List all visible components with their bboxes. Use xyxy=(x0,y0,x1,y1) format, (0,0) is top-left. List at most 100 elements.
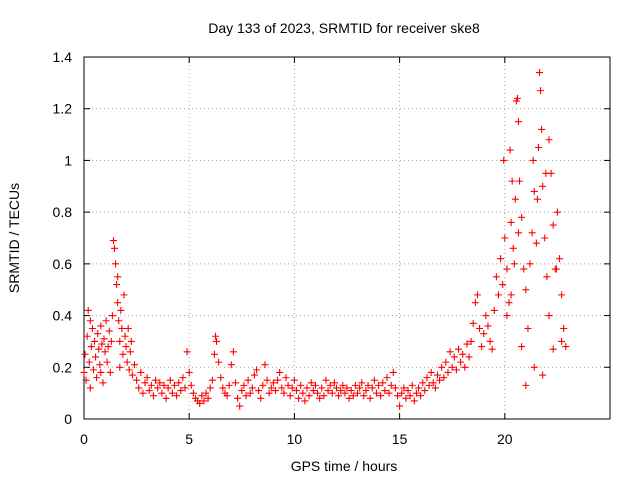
data-point xyxy=(499,281,507,289)
data-point xyxy=(154,384,162,392)
data-point xyxy=(92,353,100,361)
data-point xyxy=(115,317,123,325)
x-tick-label: 0 xyxy=(80,431,88,447)
data-point xyxy=(522,381,530,389)
data-point xyxy=(261,361,269,369)
data-point xyxy=(99,379,107,387)
data-point xyxy=(93,374,101,382)
data-point xyxy=(126,348,134,356)
data-point xyxy=(118,325,126,332)
data-point xyxy=(507,291,515,299)
data-point xyxy=(189,389,197,397)
data-point xyxy=(438,363,446,371)
data-point xyxy=(102,317,110,325)
data-point xyxy=(473,291,481,299)
data-point xyxy=(234,394,242,402)
data-point xyxy=(86,317,94,325)
data-point xyxy=(419,379,427,387)
data-point xyxy=(259,381,267,389)
data-point xyxy=(415,384,423,392)
data-point xyxy=(476,325,484,332)
data-point xyxy=(542,169,550,177)
data-point xyxy=(452,366,460,374)
data-point xyxy=(528,229,536,237)
data-point xyxy=(480,330,488,338)
data-point xyxy=(488,345,496,353)
data-point xyxy=(343,384,351,392)
grid-lines xyxy=(84,57,610,419)
data-point xyxy=(223,392,231,400)
data-point xyxy=(335,392,343,400)
data-point xyxy=(545,312,553,320)
data-point xyxy=(257,394,265,402)
data-point xyxy=(406,392,414,400)
data-point xyxy=(244,376,252,384)
data-point xyxy=(347,387,355,395)
data-point xyxy=(431,384,439,392)
data-point xyxy=(410,397,418,405)
data-point xyxy=(109,237,117,245)
x-axis-label: GPS time / hours xyxy=(291,458,398,474)
data-point xyxy=(396,402,404,410)
data-point xyxy=(242,392,250,400)
data-point xyxy=(164,384,172,392)
data-point xyxy=(246,389,254,397)
data-point xyxy=(360,392,368,400)
data-point xyxy=(427,368,435,376)
data-point xyxy=(545,136,553,144)
data-point xyxy=(107,337,115,345)
data-point xyxy=(286,392,294,400)
data-point xyxy=(402,394,410,402)
data-point xyxy=(179,374,187,382)
data-point xyxy=(436,376,444,384)
data-point xyxy=(225,381,233,389)
data-point xyxy=(303,384,311,392)
data-point xyxy=(177,387,185,395)
data-point xyxy=(208,376,216,384)
data-point xyxy=(276,368,284,376)
data-point xyxy=(206,384,214,392)
data-point xyxy=(280,389,288,397)
data-point xyxy=(210,350,218,358)
data-point xyxy=(389,368,397,376)
data-point xyxy=(119,350,127,358)
data-point xyxy=(543,273,551,281)
data-point xyxy=(114,299,122,307)
data-point xyxy=(463,340,471,348)
y-tick-label: 0.8 xyxy=(53,204,73,220)
data-point xyxy=(518,343,526,351)
data-point xyxy=(506,146,514,154)
data-point xyxy=(393,392,401,400)
data-point xyxy=(309,387,317,395)
data-point xyxy=(145,387,153,395)
y-tick-label: 0.2 xyxy=(53,359,73,375)
data-point xyxy=(135,384,143,392)
data-point xyxy=(213,337,221,345)
data-point xyxy=(339,381,347,389)
data-point xyxy=(105,327,113,335)
x-tick-label: 5 xyxy=(185,431,193,447)
data-point xyxy=(112,260,120,268)
data-point xyxy=(328,389,336,397)
data-point xyxy=(123,358,131,366)
data-point xyxy=(295,394,303,402)
data-point xyxy=(354,389,362,397)
data-point xyxy=(349,392,357,400)
data-point xyxy=(229,348,237,356)
data-point xyxy=(494,291,502,299)
data-point xyxy=(482,312,490,320)
data-point xyxy=(465,353,473,361)
data-point xyxy=(446,348,454,356)
data-point xyxy=(533,195,541,203)
data-point xyxy=(537,87,545,95)
data-point xyxy=(274,376,282,384)
data-point xyxy=(299,389,307,397)
data-point xyxy=(358,379,366,387)
data-point xyxy=(97,368,105,376)
data-point xyxy=(95,345,103,353)
data-point xyxy=(364,381,372,389)
data-point xyxy=(440,374,448,382)
data-point xyxy=(106,368,114,376)
data-point xyxy=(181,384,189,392)
data-point xyxy=(433,371,441,379)
